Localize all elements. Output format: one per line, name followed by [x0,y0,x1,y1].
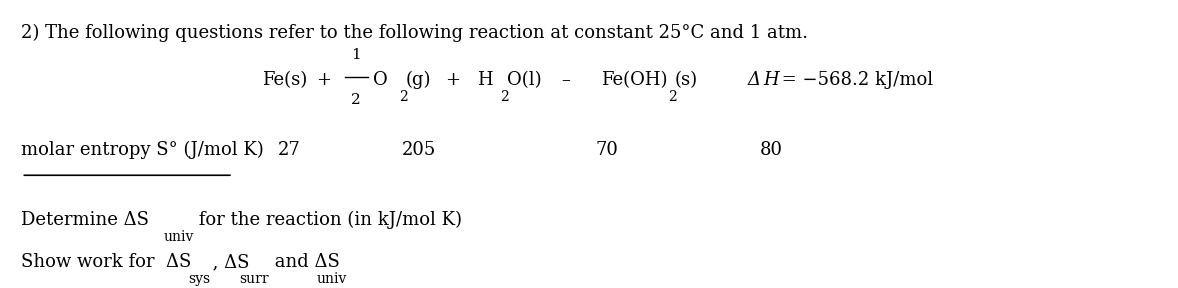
Text: 2) The following questions refer to the following reaction at constant 25°C and : 2) The following questions refer to the … [21,24,808,42]
Text: 2: 2 [398,90,408,104]
Text: 2: 2 [499,90,509,104]
Text: H: H [763,71,779,89]
Text: +: + [317,71,331,89]
Text: Fe(s): Fe(s) [263,71,307,89]
Text: Fe(OH): Fe(OH) [601,71,667,89]
Text: H: H [477,71,492,89]
Text: univ: univ [317,272,346,286]
Text: and ΔS: and ΔS [270,253,340,271]
Text: O(l): O(l) [507,71,542,89]
Text: (g): (g) [405,71,431,89]
Text: Show work for  ΔS: Show work for ΔS [21,253,192,271]
Text: O: O [372,71,388,89]
Text: 27: 27 [278,141,300,159]
Text: 2: 2 [351,92,362,107]
Text: molar entropy S° (J/mol K): molar entropy S° (J/mol K) [21,141,264,159]
Text: (s): (s) [675,71,697,89]
Text: +: + [445,71,461,89]
Text: sys: sys [188,272,211,286]
Text: 80: 80 [760,141,782,159]
Text: for the reaction (in kJ/mol K): for the reaction (in kJ/mol K) [193,211,462,229]
Text: surr: surr [239,272,269,286]
Text: 1: 1 [351,48,362,62]
Text: 2: 2 [668,90,676,104]
Text: = −568.2 kJ/mol: = −568.2 kJ/mol [776,71,933,89]
Text: Determine ΔS: Determine ΔS [21,211,150,229]
Text: 70: 70 [595,141,618,159]
Text: –: – [561,71,570,89]
Text: 205: 205 [402,141,436,159]
Text: Δ: Δ [748,71,765,89]
Text: univ: univ [164,230,194,244]
Text: , ΔS: , ΔS [210,253,250,271]
